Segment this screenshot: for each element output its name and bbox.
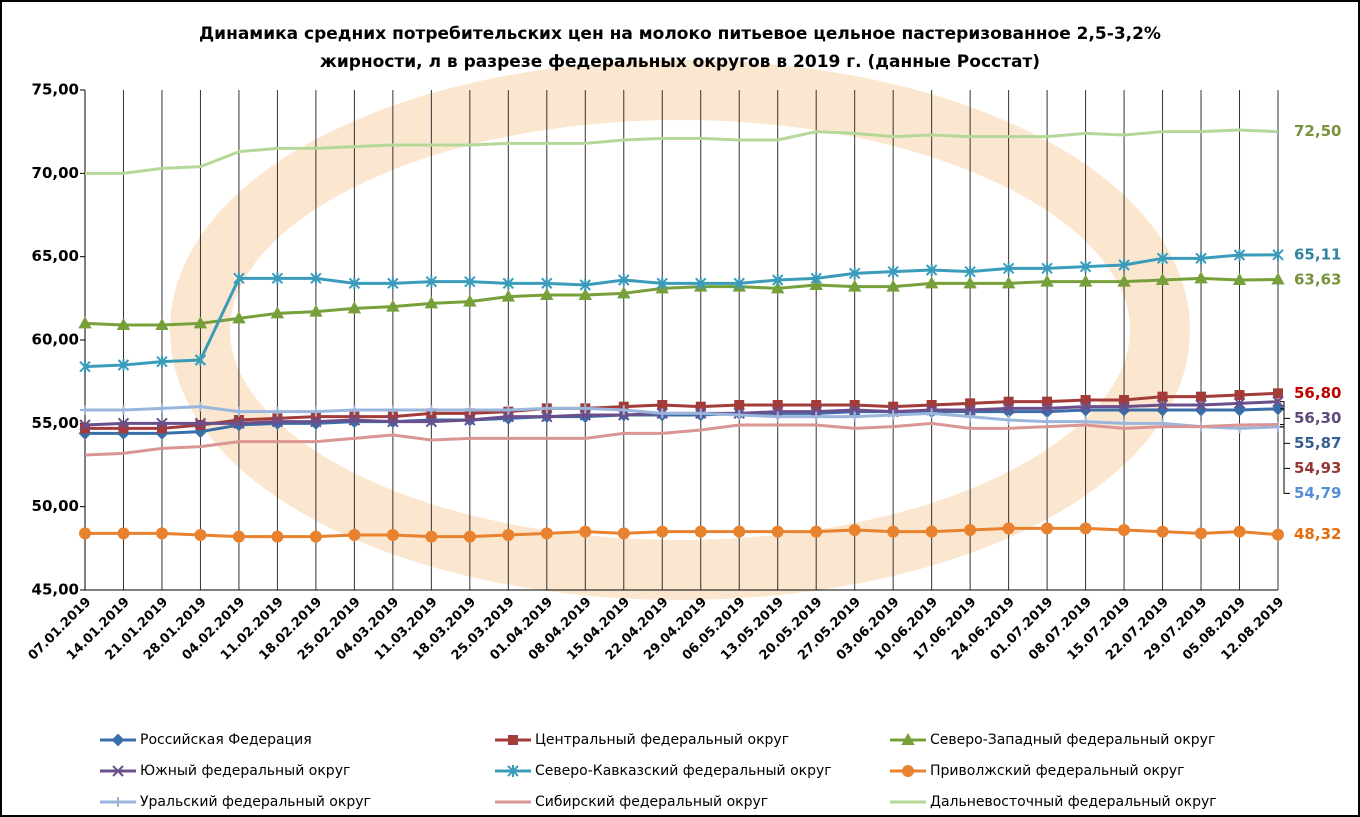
- marker: [658, 401, 666, 409]
- legend-label: Российская Федерация: [140, 732, 312, 748]
- legend-item: Сибирский федеральный округ: [495, 794, 768, 810]
- marker: [735, 401, 743, 409]
- data-label: 72,50: [1294, 122, 1341, 140]
- marker: [696, 527, 706, 537]
- marker: [619, 528, 629, 538]
- marker: [927, 527, 937, 537]
- legend-item: Уральский федеральный округ: [100, 794, 371, 810]
- marker: [542, 528, 552, 538]
- marker: [1197, 393, 1205, 401]
- legend-label: Северо-Западный федеральный округ: [930, 732, 1215, 748]
- marker: [1273, 530, 1283, 540]
- marker: [311, 532, 321, 542]
- data-label: 54,79: [1294, 484, 1341, 502]
- marker: [811, 527, 821, 537]
- marker: [1274, 389, 1282, 397]
- marker: [80, 528, 90, 538]
- marker: [272, 532, 282, 542]
- data-label: 54,93: [1294, 459, 1341, 477]
- marker: [1235, 527, 1245, 537]
- legend-label: Дальневосточный федеральный округ: [930, 794, 1217, 810]
- data-label: 56,80: [1294, 384, 1341, 402]
- legend-item: Центральный федеральный округ: [495, 732, 789, 748]
- marker: [1196, 528, 1206, 538]
- marker: [1236, 391, 1244, 399]
- marker: [1004, 523, 1014, 533]
- data-label: 48,32: [1294, 525, 1341, 543]
- data-label: 63,63: [1294, 270, 1341, 288]
- chart: Динамика средних потребительских цен на …: [0, 0, 1360, 817]
- marker: [234, 532, 244, 542]
- y-tick-label: 55,00: [32, 414, 79, 432]
- marker: [509, 736, 517, 744]
- marker: [965, 525, 975, 535]
- marker: [1158, 527, 1168, 537]
- marker: [888, 527, 898, 537]
- marker: [903, 766, 913, 776]
- data-label: 55,87: [1294, 434, 1341, 452]
- legend-label: Приволжский федеральный округ: [930, 763, 1185, 779]
- data-label: 56,30: [1294, 409, 1341, 427]
- legend-item: Северо-Кавказский федеральный округ: [495, 763, 832, 779]
- legend-item: Приволжский федеральный округ: [890, 763, 1185, 779]
- marker: [465, 532, 475, 542]
- marker: [157, 528, 167, 538]
- marker: [657, 527, 667, 537]
- legend-label: Уральский федеральный округ: [140, 794, 371, 810]
- marker: [503, 530, 513, 540]
- marker: [850, 525, 860, 535]
- data-label: 65,11: [1294, 245, 1341, 263]
- y-tick-label: 45,00: [32, 581, 79, 599]
- legend-item: Дальневосточный федеральный округ: [890, 794, 1217, 810]
- marker: [349, 530, 359, 540]
- chart-title: Динамика средних потребительских цен на …: [199, 24, 1161, 44]
- y-tick-label: 50,00: [32, 497, 79, 515]
- marker: [1081, 523, 1091, 533]
- marker: [773, 527, 783, 537]
- legend-item: Северо-Западный федеральный округ: [890, 732, 1215, 748]
- marker: [580, 527, 590, 537]
- legend-label: Северо-Кавказский федеральный округ: [535, 763, 832, 779]
- legend-label: Центральный федеральный округ: [535, 732, 789, 748]
- marker: [388, 530, 398, 540]
- y-tick-label: 60,00: [32, 331, 79, 349]
- marker: [1159, 393, 1167, 401]
- y-tick-label: 65,00: [32, 247, 79, 265]
- marker: [195, 530, 205, 540]
- marker: [1119, 525, 1129, 535]
- y-tick-label: 75,00: [32, 81, 79, 99]
- legend-label: Южный федеральный округ: [140, 763, 350, 779]
- marker: [734, 527, 744, 537]
- marker: [426, 532, 436, 542]
- chart-title: жирности, л в разрезе федеральных округо…: [320, 52, 1040, 72]
- y-tick-label: 70,00: [32, 164, 79, 182]
- marker: [118, 528, 128, 538]
- marker: [1042, 523, 1052, 533]
- legend-label: Сибирский федеральный округ: [535, 794, 768, 810]
